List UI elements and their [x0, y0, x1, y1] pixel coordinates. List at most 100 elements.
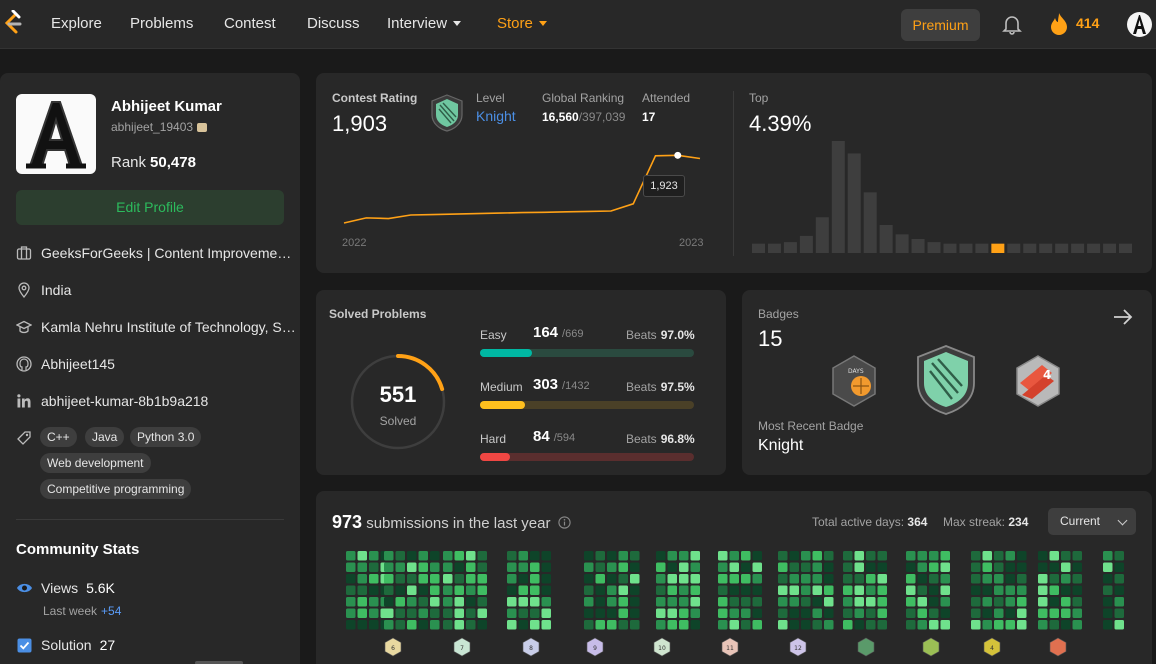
heatmap-cell[interactable]: [1061, 608, 1071, 619]
heatmap-cell[interactable]: [812, 608, 823, 619]
heatmap-cell[interactable]: [940, 574, 951, 584]
heatmap-cell[interactable]: [877, 574, 888, 584]
nav-discuss[interactable]: Discuss: [307, 15, 360, 32]
heatmap-cell[interactable]: [917, 608, 928, 619]
heatmap-cell[interactable]: [1114, 608, 1125, 619]
heatmap-cell[interactable]: [530, 620, 540, 630]
heatmap-cell[interactable]: [812, 562, 823, 573]
heatmap-cell[interactable]: [418, 620, 429, 630]
heatmap-cell[interactable]: [395, 551, 406, 561]
heatmap-cell[interactable]: [778, 597, 788, 607]
heatmap-cell[interactable]: [994, 574, 1004, 584]
heatmap-cell[interactable]: [778, 551, 788, 561]
month-badge-icon[interactable]: [922, 637, 940, 657]
heatmap-cell[interactable]: [407, 597, 417, 607]
histogram-bar[interactable]: [911, 239, 925, 253]
heatmap-cell[interactable]: [971, 620, 981, 630]
rating-series-line[interactable]: [343, 154, 701, 224]
heatmap-cell[interactable]: [418, 574, 429, 584]
heatmap-cell[interactable]: [679, 562, 689, 573]
heatmap-cell[interactable]: [801, 574, 811, 584]
heatmap-cell[interactable]: [866, 574, 876, 584]
heatmap-cell[interactable]: [1061, 620, 1071, 630]
heatmap-cell[interactable]: [1005, 597, 1016, 607]
heatmap-cell[interactable]: [507, 608, 517, 619]
heatmap-cell[interactable]: [618, 608, 629, 619]
heatmap-cell[interactable]: [729, 585, 740, 596]
heatmap-cell[interactable]: [1072, 597, 1083, 607]
heatmap-cell[interactable]: [430, 585, 440, 596]
heatmap-cell[interactable]: [530, 562, 540, 573]
heatmap-cell[interactable]: [346, 620, 356, 630]
heatmap-cell[interactable]: [843, 551, 853, 561]
heatmap-cell[interactable]: [1038, 551, 1048, 561]
heatmap-cell[interactable]: [971, 574, 981, 584]
heatmap-cell[interactable]: [877, 620, 888, 630]
heatmap-cell[interactable]: [418, 608, 429, 619]
heatmap-cell[interactable]: [940, 597, 951, 607]
heatmap-cell[interactable]: [752, 608, 763, 619]
heatmap-cell[interactable]: [1038, 562, 1048, 573]
skill-tag[interactable]: Competitive programming: [40, 479, 192, 499]
heatmap-cell[interactable]: [741, 574, 751, 584]
heatmap-cell[interactable]: [679, 574, 689, 584]
heatmap-cell[interactable]: [595, 597, 606, 607]
heatmap-cell[interactable]: [718, 562, 728, 573]
heatmap-cell[interactable]: [778, 574, 788, 584]
heatmap-cell[interactable]: [729, 608, 740, 619]
heatmap-cell[interactable]: [718, 597, 728, 607]
heatmap-cell[interactable]: [595, 585, 606, 596]
heatmap-cell[interactable]: [801, 608, 811, 619]
heatmap-cell[interactable]: [430, 574, 440, 584]
days-badge-icon[interactable]: DAYS: [828, 353, 880, 409]
heatmap-cell[interactable]: [443, 620, 453, 630]
heatmap-cell[interactable]: [507, 562, 517, 573]
heatmap-cell[interactable]: [917, 574, 928, 584]
heatmap-cell[interactable]: [824, 551, 834, 561]
heatmap-cell[interactable]: [530, 608, 540, 619]
heatmap-cell[interactable]: [430, 551, 440, 561]
period-select[interactable]: Current: [1048, 508, 1136, 535]
heatmap-cell[interactable]: [1103, 620, 1113, 630]
skill-tag[interactable]: C++: [40, 427, 77, 447]
heatmap-cell[interactable]: [357, 597, 368, 607]
heatmap-cell[interactable]: [443, 608, 453, 619]
heatmap-cell[interactable]: [1038, 574, 1048, 584]
heatmap-cell[interactable]: [778, 620, 788, 630]
heatmap-cell[interactable]: [630, 608, 640, 619]
month-badge-icon[interactable]: [1049, 637, 1067, 657]
heatmap-cell[interactable]: [718, 574, 728, 584]
heatmap-cell[interactable]: [454, 562, 465, 573]
heatmap-cell[interactable]: [982, 597, 993, 607]
heatmap-cell[interactable]: [866, 608, 876, 619]
heatmap-cell[interactable]: [466, 562, 476, 573]
heatmap-cell[interactable]: [917, 620, 928, 630]
histogram-bar[interactable]: [767, 243, 781, 253]
heatmap-cell[interactable]: [507, 551, 517, 561]
heatmap-cell[interactable]: [854, 551, 865, 561]
heatmap-cell[interactable]: [812, 597, 823, 607]
heatmap-cell[interactable]: [454, 620, 465, 630]
heatmap-cell[interactable]: [718, 620, 728, 630]
heatmap-cell[interactable]: [407, 551, 417, 561]
heatmap-cell[interactable]: [357, 574, 368, 584]
heatmap-cell[interactable]: [595, 562, 606, 573]
heatmap-cell[interactable]: [384, 597, 394, 607]
heatmap-cell[interactable]: [982, 620, 993, 630]
heatmap-cell[interactable]: [778, 608, 788, 619]
nav-store[interactable]: Store: [497, 15, 547, 32]
heatmap-cell[interactable]: [395, 574, 406, 584]
heatmap-cell[interactable]: [1061, 597, 1071, 607]
heatmap-cell[interactable]: [1072, 620, 1083, 630]
heatmap-cell[interactable]: [971, 562, 981, 573]
skill-tag[interactable]: Python 3.0: [130, 427, 202, 447]
heatmap-cell[interactable]: [607, 562, 617, 573]
heatmap-cell[interactable]: [741, 608, 751, 619]
heatmap-cell[interactable]: [877, 551, 888, 561]
heatmap-cell[interactable]: [346, 585, 356, 596]
heatmap-cell[interactable]: [1017, 620, 1027, 630]
heatmap-cell[interactable]: [866, 585, 876, 596]
heatmap-cell[interactable]: [395, 585, 406, 596]
histogram-bar[interactable]: [959, 243, 973, 253]
heatmap-cell[interactable]: [679, 620, 689, 630]
